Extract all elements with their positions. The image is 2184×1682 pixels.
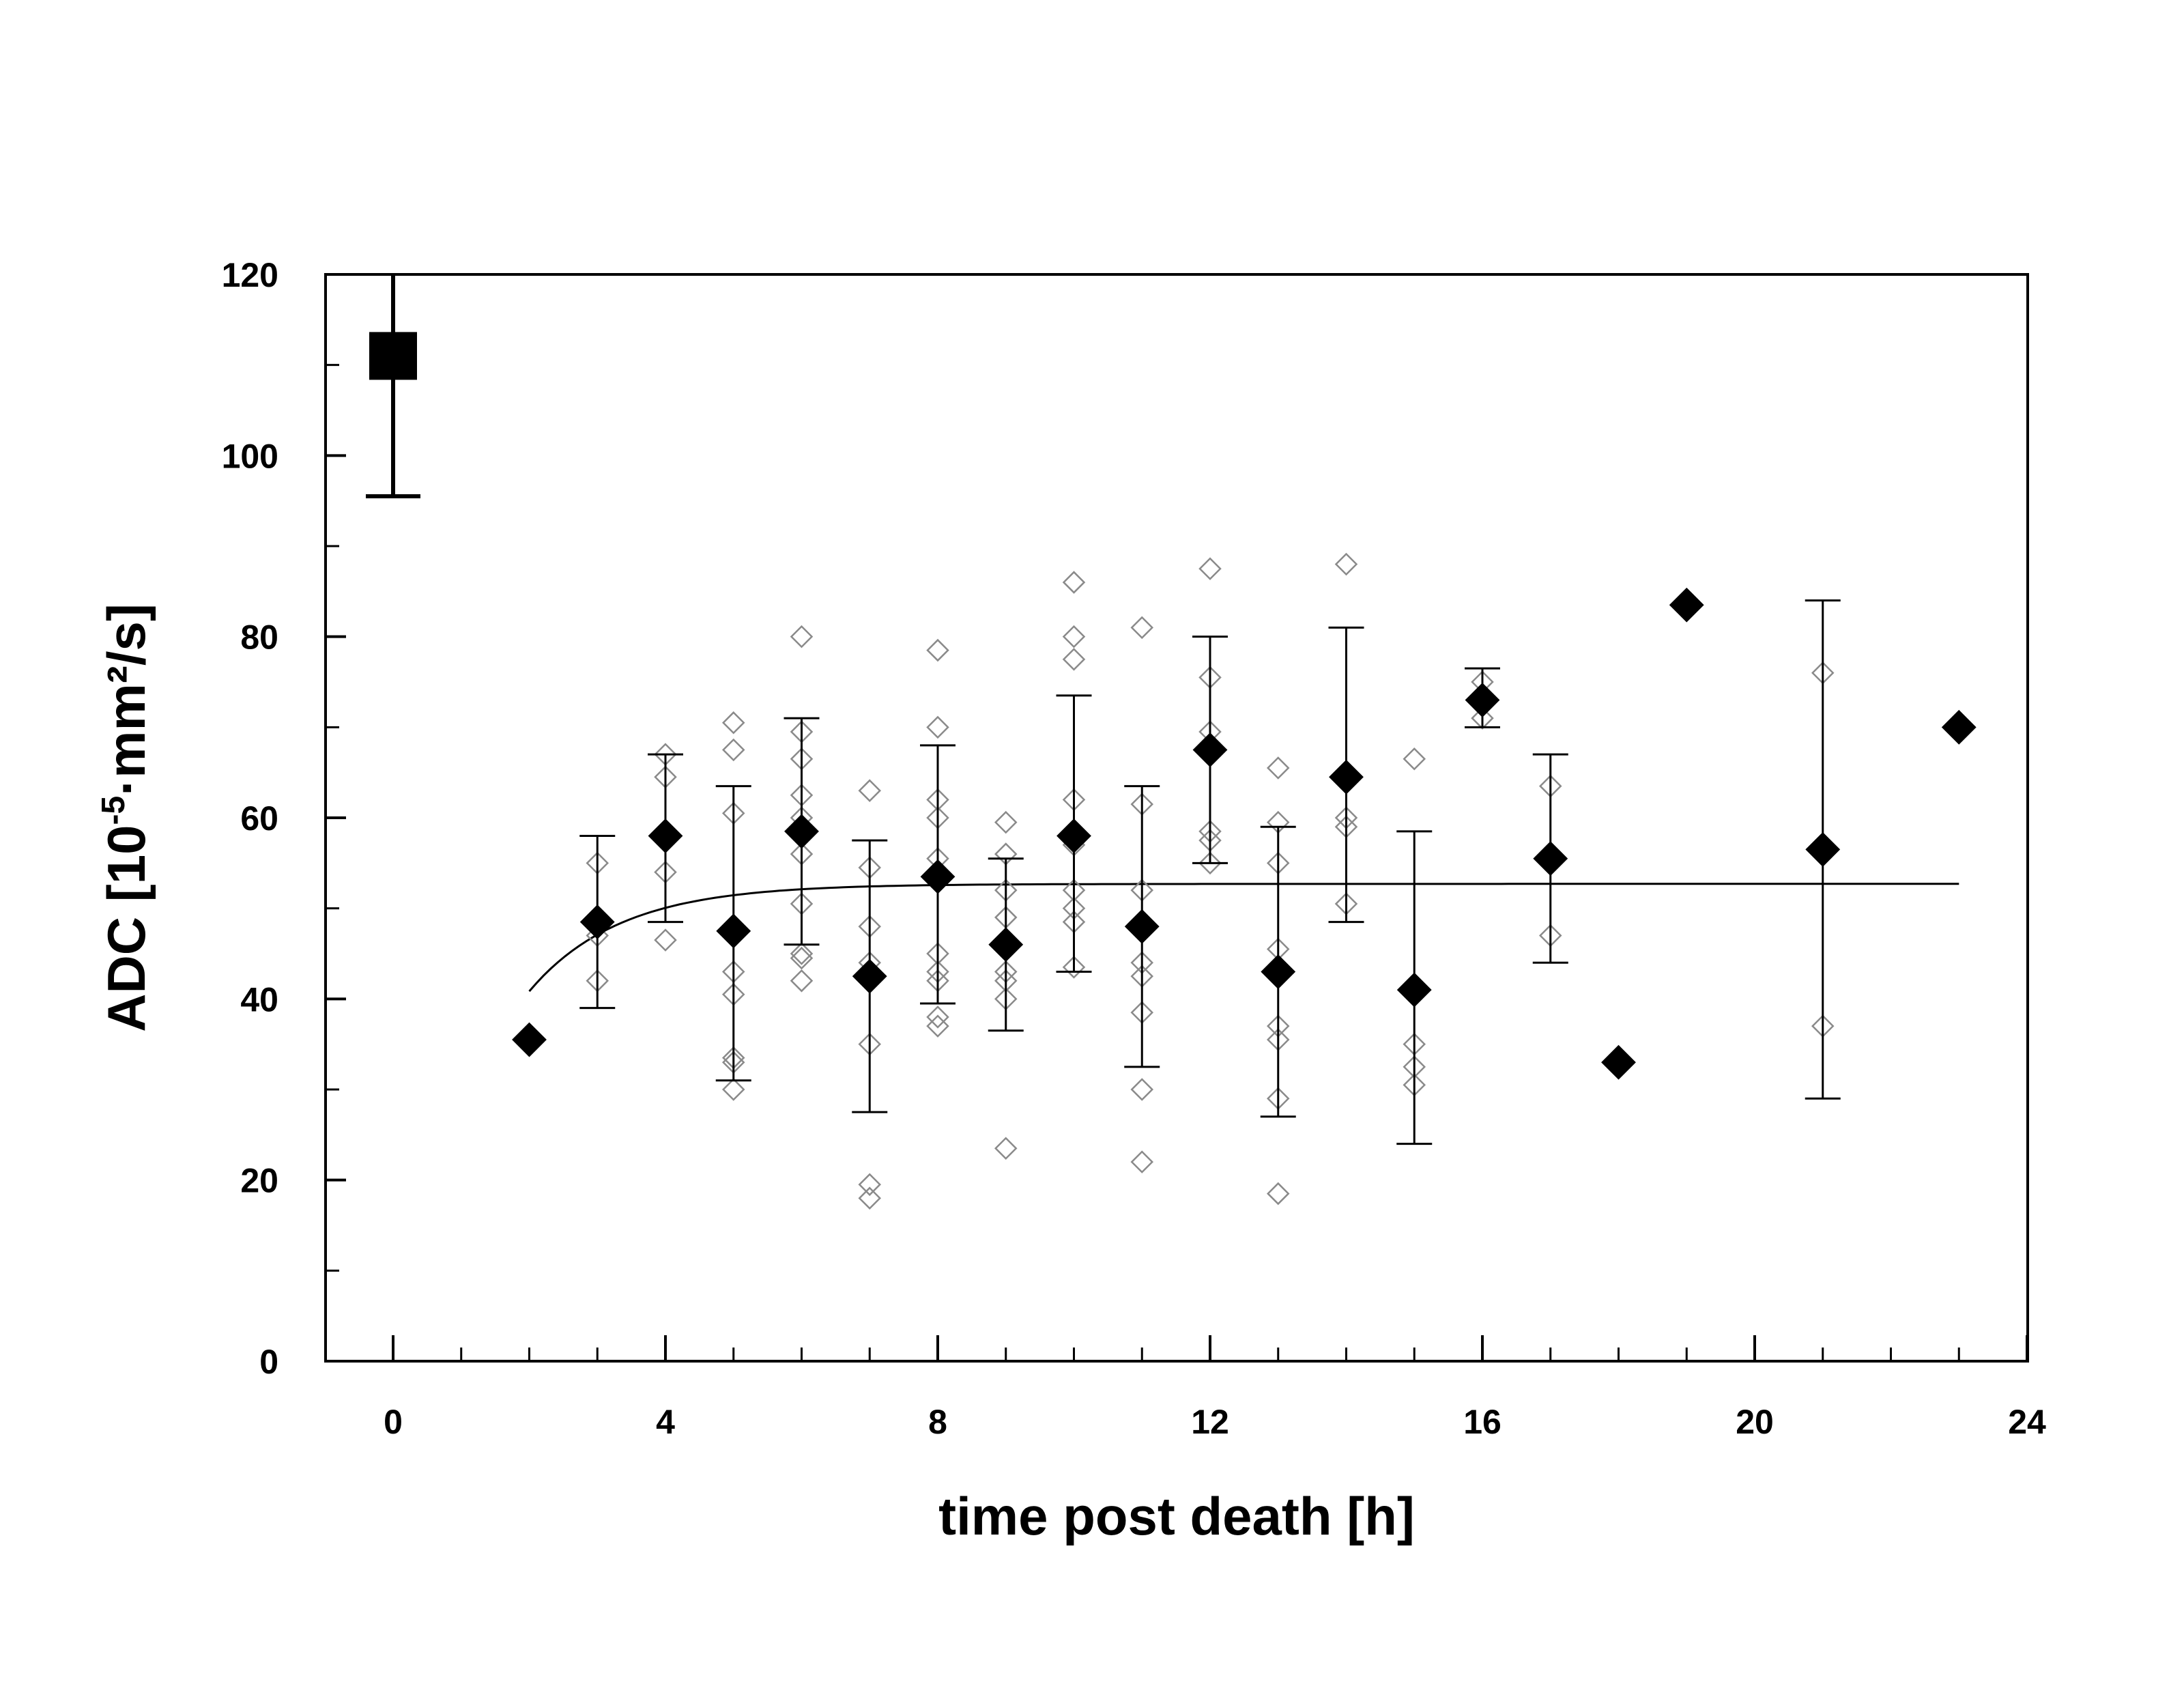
individual-point xyxy=(721,738,745,762)
mean-point xyxy=(1669,587,1704,623)
mean-point xyxy=(1533,841,1568,876)
reference-point xyxy=(369,332,417,380)
mean-point xyxy=(1396,972,1432,1008)
individual-point xyxy=(1130,616,1154,640)
mean-point xyxy=(716,913,751,949)
y-axis-title-prefix: ADC [10 xyxy=(96,825,156,1031)
individual-point xyxy=(1334,552,1358,576)
x-tick-label: 16 xyxy=(1463,1403,1502,1441)
individual-point xyxy=(1062,956,1086,979)
individual-point xyxy=(994,810,1018,834)
mean-point xyxy=(512,1022,547,1057)
y-tick-label: 0 xyxy=(259,1343,278,1381)
x-tick-label: 4 xyxy=(656,1403,675,1441)
individual-point xyxy=(790,969,814,993)
individual-point xyxy=(858,1186,882,1210)
individual-point xyxy=(1266,1182,1290,1206)
x-tick-label: 12 xyxy=(1191,1403,1229,1441)
y-tick-label: 100 xyxy=(222,437,278,475)
y-tick-label: 80 xyxy=(240,618,278,657)
mean-point xyxy=(1057,818,1091,853)
y-tick-labels: 0 20 40 60 80 100 120 xyxy=(222,256,278,1381)
individual-point xyxy=(790,625,814,648)
individual-point xyxy=(1198,851,1222,875)
individual-point xyxy=(926,1006,949,1029)
y-tick-label: 20 xyxy=(240,1162,278,1200)
x-tick-label: 20 xyxy=(1736,1403,1774,1441)
x-tick-label: 8 xyxy=(928,1403,947,1441)
individual-point xyxy=(1471,707,1494,730)
y-axis-title: ADC [10-5·mm²/s] xyxy=(96,603,156,1032)
mean-point xyxy=(1192,732,1228,767)
individual-point xyxy=(1062,571,1086,594)
mean-point xyxy=(852,958,887,994)
mean-point xyxy=(1261,954,1296,989)
y-tick-label: 60 xyxy=(240,799,278,838)
y-axis-title-suffix: ·mm²/s] xyxy=(96,603,156,796)
individual-point xyxy=(858,1173,882,1197)
individual-point xyxy=(1198,557,1222,580)
mean-point xyxy=(1601,1044,1636,1080)
mean-point xyxy=(1124,909,1160,944)
individual-point xyxy=(654,928,677,952)
x-tick-labels: 0 4 8 12 16 20 24 xyxy=(384,1403,2046,1441)
y-axis-title-exponent: -5 xyxy=(96,796,132,825)
individual-point xyxy=(1130,1150,1154,1173)
plot-frame xyxy=(324,273,2029,1363)
mean-point xyxy=(1805,832,1841,867)
mean-point xyxy=(579,904,615,939)
individual-point xyxy=(1403,747,1426,771)
fit-curve xyxy=(528,883,1959,993)
individual-point xyxy=(721,711,745,735)
individual-point xyxy=(1062,625,1086,648)
mean-point xyxy=(920,859,956,894)
individual-point xyxy=(1062,648,1086,671)
individual-point xyxy=(926,638,949,662)
y-tick-label: 120 xyxy=(222,256,278,294)
individual-point xyxy=(858,779,882,802)
individual-point xyxy=(994,1137,1018,1160)
mean-point xyxy=(988,927,1024,963)
y-tick-label: 40 xyxy=(240,980,278,1018)
x-tick-label: 24 xyxy=(2008,1403,2046,1441)
individual-point xyxy=(790,942,814,965)
individual-point xyxy=(721,1078,745,1101)
axis-ticks xyxy=(326,273,2028,1363)
individual-point xyxy=(1266,756,1290,780)
individual-point xyxy=(1130,1078,1154,1101)
individual-point xyxy=(926,1014,949,1038)
individual-point xyxy=(926,715,949,739)
mean-point xyxy=(1941,709,1977,745)
mean-points-layer xyxy=(512,587,1977,1080)
reference-layer xyxy=(366,274,420,499)
individual-point xyxy=(790,946,814,970)
x-tick-label: 0 xyxy=(384,1403,403,1441)
x-axis-title: time post death [h] xyxy=(938,1486,1415,1546)
fit-curve-layer xyxy=(528,883,1959,993)
mean-point xyxy=(648,818,683,853)
mean-point xyxy=(1465,683,1500,717)
mean-point xyxy=(784,814,819,849)
mean-point xyxy=(1329,759,1364,795)
